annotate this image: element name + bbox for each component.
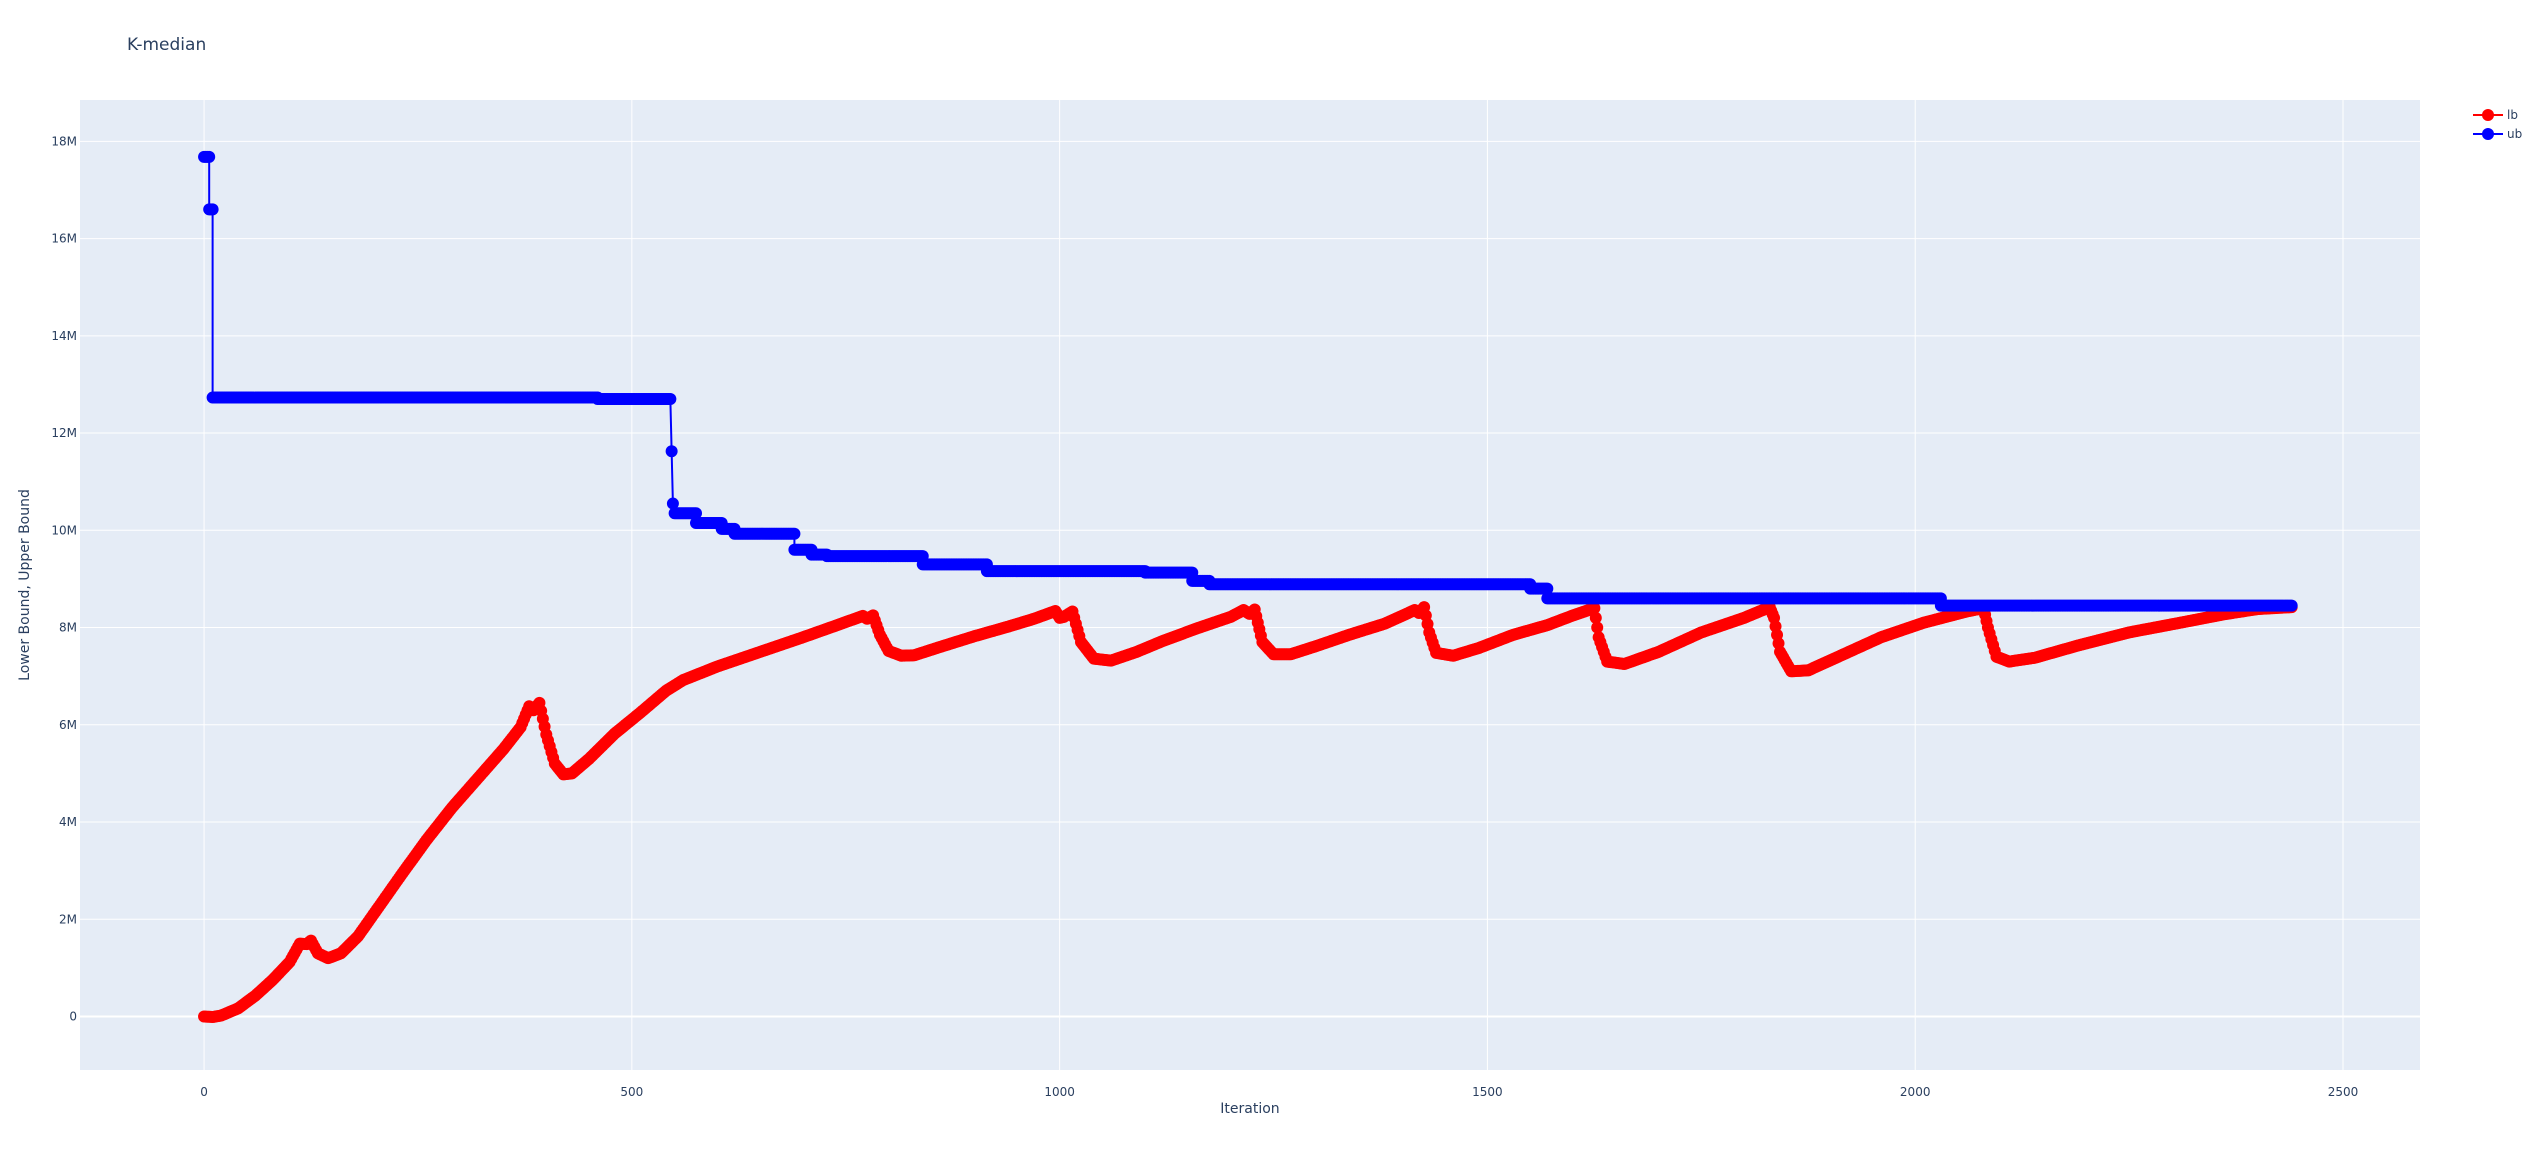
- data-point-ub: [788, 527, 801, 540]
- data-point-ub: [666, 497, 679, 510]
- data-point-ub: [206, 203, 219, 216]
- x-tick-labels: 0 500 1000 1500 2000 2500: [200, 1085, 2358, 1099]
- legend[interactable]: lb ub: [2473, 108, 2522, 141]
- x-tick-label: 1500: [1472, 1085, 1503, 1099]
- data-point-lb: [1589, 611, 1602, 624]
- data-point-lb: [1591, 621, 1604, 634]
- legend-item-lb[interactable]: lb: [2473, 108, 2518, 122]
- x-tick-label: 500: [620, 1085, 643, 1099]
- x-tick-label: 1000: [1044, 1085, 1075, 1099]
- data-point-ub: [664, 393, 677, 406]
- x-tick-label: 2000: [1900, 1085, 1931, 1099]
- series-ub: [198, 150, 2298, 612]
- y-tick-label: 14M: [51, 329, 77, 343]
- y-tick-labels: 0 2M 4M 6M 8M 10M 12M 14M 16M 18M: [51, 134, 77, 1023]
- data-point-lb: [1588, 602, 1601, 615]
- y-axis-title: Lower Bound, Upper Bound: [17, 489, 33, 681]
- y-tick-label: 2M: [59, 912, 77, 926]
- data-point-ub: [1541, 582, 1554, 595]
- data-point-ub: [690, 507, 703, 520]
- chart-title: K-median: [127, 35, 206, 55]
- legend-marker-ub: [2482, 128, 2494, 140]
- x-tick-label: 0: [200, 1085, 208, 1099]
- series-layer: [198, 150, 2298, 1023]
- x-tick-label: 2500: [2328, 1085, 2359, 1099]
- y-tick-label: 6M: [59, 718, 77, 732]
- y-tick-label: 12M: [51, 426, 77, 440]
- y-tick-label: 16M: [51, 232, 77, 246]
- legend-item-ub[interactable]: ub: [2473, 127, 2522, 141]
- data-point-ub: [2285, 599, 2298, 612]
- series-lb: [198, 601, 2298, 1023]
- y-tick-label: 4M: [59, 815, 77, 829]
- x-axis-title: Iteration: [1220, 1101, 1279, 1117]
- data-point-ub: [203, 150, 216, 163]
- legend-marker-lb: [2482, 109, 2494, 121]
- y-tick-label: 18M: [51, 134, 77, 148]
- gridlines: [80, 100, 2420, 1070]
- y-tick-label: 0: [69, 1010, 77, 1024]
- y-tick-label: 10M: [51, 523, 77, 537]
- legend-label-ub: ub: [2507, 127, 2522, 141]
- data-point-ub: [665, 445, 678, 458]
- y-tick-label: 8M: [59, 621, 77, 635]
- legend-label-lb: lb: [2507, 108, 2518, 122]
